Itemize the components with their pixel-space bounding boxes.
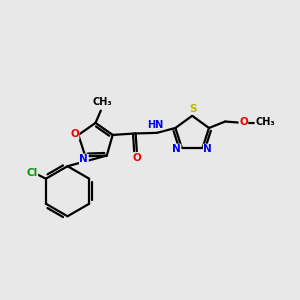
Text: CH₃: CH₃	[255, 117, 275, 127]
Text: HN: HN	[148, 120, 164, 130]
Text: S: S	[189, 104, 197, 114]
Text: Cl: Cl	[26, 168, 38, 178]
Text: N: N	[172, 144, 181, 154]
Text: N: N	[203, 144, 212, 154]
Text: O: O	[70, 129, 79, 139]
Text: O: O	[239, 116, 248, 127]
Text: N: N	[80, 154, 88, 164]
Text: CH₃: CH₃	[92, 97, 112, 107]
Text: O: O	[133, 153, 141, 163]
